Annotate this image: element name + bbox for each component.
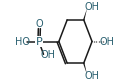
Polygon shape [83,63,87,75]
Text: P: P [36,37,42,46]
Text: O: O [36,19,43,29]
Polygon shape [83,8,87,20]
Text: OH: OH [84,2,99,12]
Text: OH: OH [84,71,99,81]
Text: OH: OH [41,50,56,60]
Text: OH: OH [100,37,115,46]
Text: HO: HO [15,37,30,46]
